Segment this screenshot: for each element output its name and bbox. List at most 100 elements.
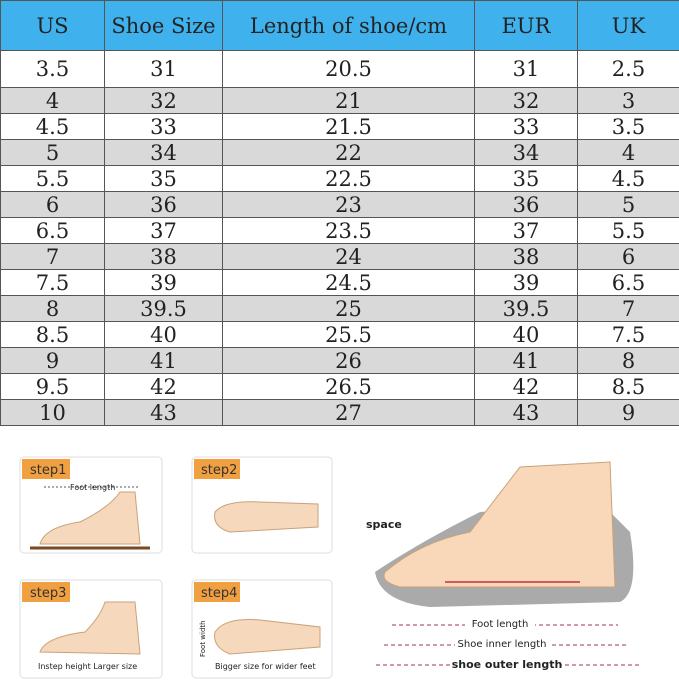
header-cell: UK [577,0,679,51]
table-cell: 2.5 [577,50,679,88]
step3-panel: step3 Instep height Larger size [19,579,163,679]
table-cell: 5 [0,139,105,166]
table-cell: 8 [577,347,679,374]
table-cell: 40 [104,321,223,348]
table-cell: 39 [104,269,223,296]
step-label: step1 [30,463,66,478]
table-cell: 36 [474,191,578,218]
table-cell: 5 [577,191,679,218]
table-row: 8.5 40 25.5 40 7.5 [0,321,679,348]
table-cell: 7.5 [0,269,105,296]
table-cell: 22.5 [222,165,475,192]
table-cell: 6 [577,243,679,270]
table-cell: 4.5 [577,165,679,192]
size-table: US Shoe Size Length of shoe/cm EUR UK 3.5 31 2… [0,0,679,426]
table-cell: 3 [577,87,679,114]
shoe-diagram: space Foot length Shoe inner length shoe… [366,461,640,671]
table-row: 6.5 37 23.5 37 5.5 [0,217,679,244]
step4-panel: step4 Foot width Bigger size for wider f… [191,579,333,679]
step-caption: Bigger size for wider feet [215,662,316,671]
table-cell: 31 [474,50,578,88]
table-cell: 10 [0,399,105,426]
table-cell: 6 [0,191,105,218]
table-row: 4 32 21 32 3 [0,87,679,114]
step-caption: Foot length [70,483,115,492]
table-cell: 8.5 [577,373,679,400]
table-cell: 23.5 [222,217,475,244]
table-cell: 6.5 [577,269,679,296]
space-label: space [366,518,402,531]
table-row: 7 38 24 38 6 [0,243,679,270]
table-cell: 24.5 [222,269,475,296]
table-row: 4.5 33 21.5 33 3.5 [0,113,679,140]
table-cell: 40 [474,321,578,348]
table-cell: 35 [104,165,223,192]
length-label: Shoe inner length [458,639,547,650]
step1-panel: step1 Foot length [19,456,163,554]
table-cell: 32 [104,87,223,114]
header-cell: Length of shoe/cm [222,0,475,51]
table-cell: 20.5 [222,50,475,88]
header-cell: EUR [474,0,578,51]
table-cell: 4 [577,139,679,166]
step-side: Foot width [199,620,207,657]
table-cell: 9.5 [0,373,105,400]
table-cell: 36 [104,191,223,218]
table-cell: 7 [577,295,679,322]
table-row: 7.5 39 24.5 39 6.5 [0,269,679,296]
header-row: US Shoe Size Length of shoe/cm EUR UK [0,0,679,51]
table-cell: 39 [474,269,578,296]
table-cell: 33 [474,113,578,140]
measure-guide: step1 Foot length step2 step3 Instep hei… [19,456,640,679]
table-cell: 38 [474,243,578,270]
table-cell: 8 [0,295,105,322]
table-row: 6 36 23 36 5 [0,191,679,218]
table-cell: 3.5 [0,50,105,88]
table-row: 10 43 27 43 9 [0,399,679,426]
table-cell: 3.5 [577,113,679,140]
table-cell: 9 [577,399,679,426]
header-cell: Shoe Size [104,0,223,51]
table-cell: 21.5 [222,113,475,140]
table-cell: 6.5 [0,217,105,244]
table-row: 9 41 26 41 8 [0,347,679,374]
table-cell: 26 [222,347,475,374]
table-cell: 24 [222,243,475,270]
step-label: step3 [30,586,66,601]
header-cell: US [0,0,105,51]
table-cell: 9 [0,347,105,374]
table-cell: 23 [222,191,475,218]
table-cell: 42 [474,373,578,400]
table-row: 8 39.5 25 39.5 7 [0,295,679,322]
table-cell: 8.5 [0,321,105,348]
table-cell: 39.5 [104,295,223,322]
table-cell: 34 [474,139,578,166]
table-cell: 5.5 [0,165,105,192]
table-cell: 37 [474,217,578,244]
table-cell: 26.5 [222,373,475,400]
step-label: step4 [201,586,237,601]
table-cell: 43 [474,399,578,426]
table-cell: 35 [474,165,578,192]
step-caption: Instep height Larger size [38,662,137,671]
step-label: step2 [201,463,237,478]
table-cell: 25 [222,295,475,322]
table-cell: 38 [104,243,223,270]
table-cell: 33 [104,113,223,140]
length-label: shoe outer length [452,658,563,671]
table-cell: 25.5 [222,321,475,348]
table-row: 9.5 42 26.5 42 8.5 [0,373,679,400]
table-cell: 41 [474,347,578,374]
table-cell: 7.5 [577,321,679,348]
table-row: 5 34 22 34 4 [0,139,679,166]
table-cell: 43 [104,399,223,426]
table-cell: 39.5 [474,295,578,322]
length-label: Foot length [472,619,529,630]
table-cell: 7 [0,243,105,270]
table-cell: 27 [222,399,475,426]
table-cell: 22 [222,139,475,166]
table-cell: 31 [104,50,223,88]
step2-panel: step2 [191,456,333,554]
table-cell: 4.5 [0,113,105,140]
